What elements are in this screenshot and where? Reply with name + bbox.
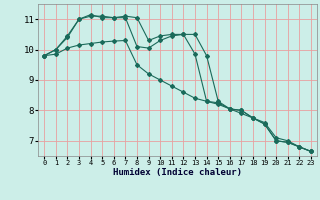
X-axis label: Humidex (Indice chaleur): Humidex (Indice chaleur) [113, 168, 242, 177]
